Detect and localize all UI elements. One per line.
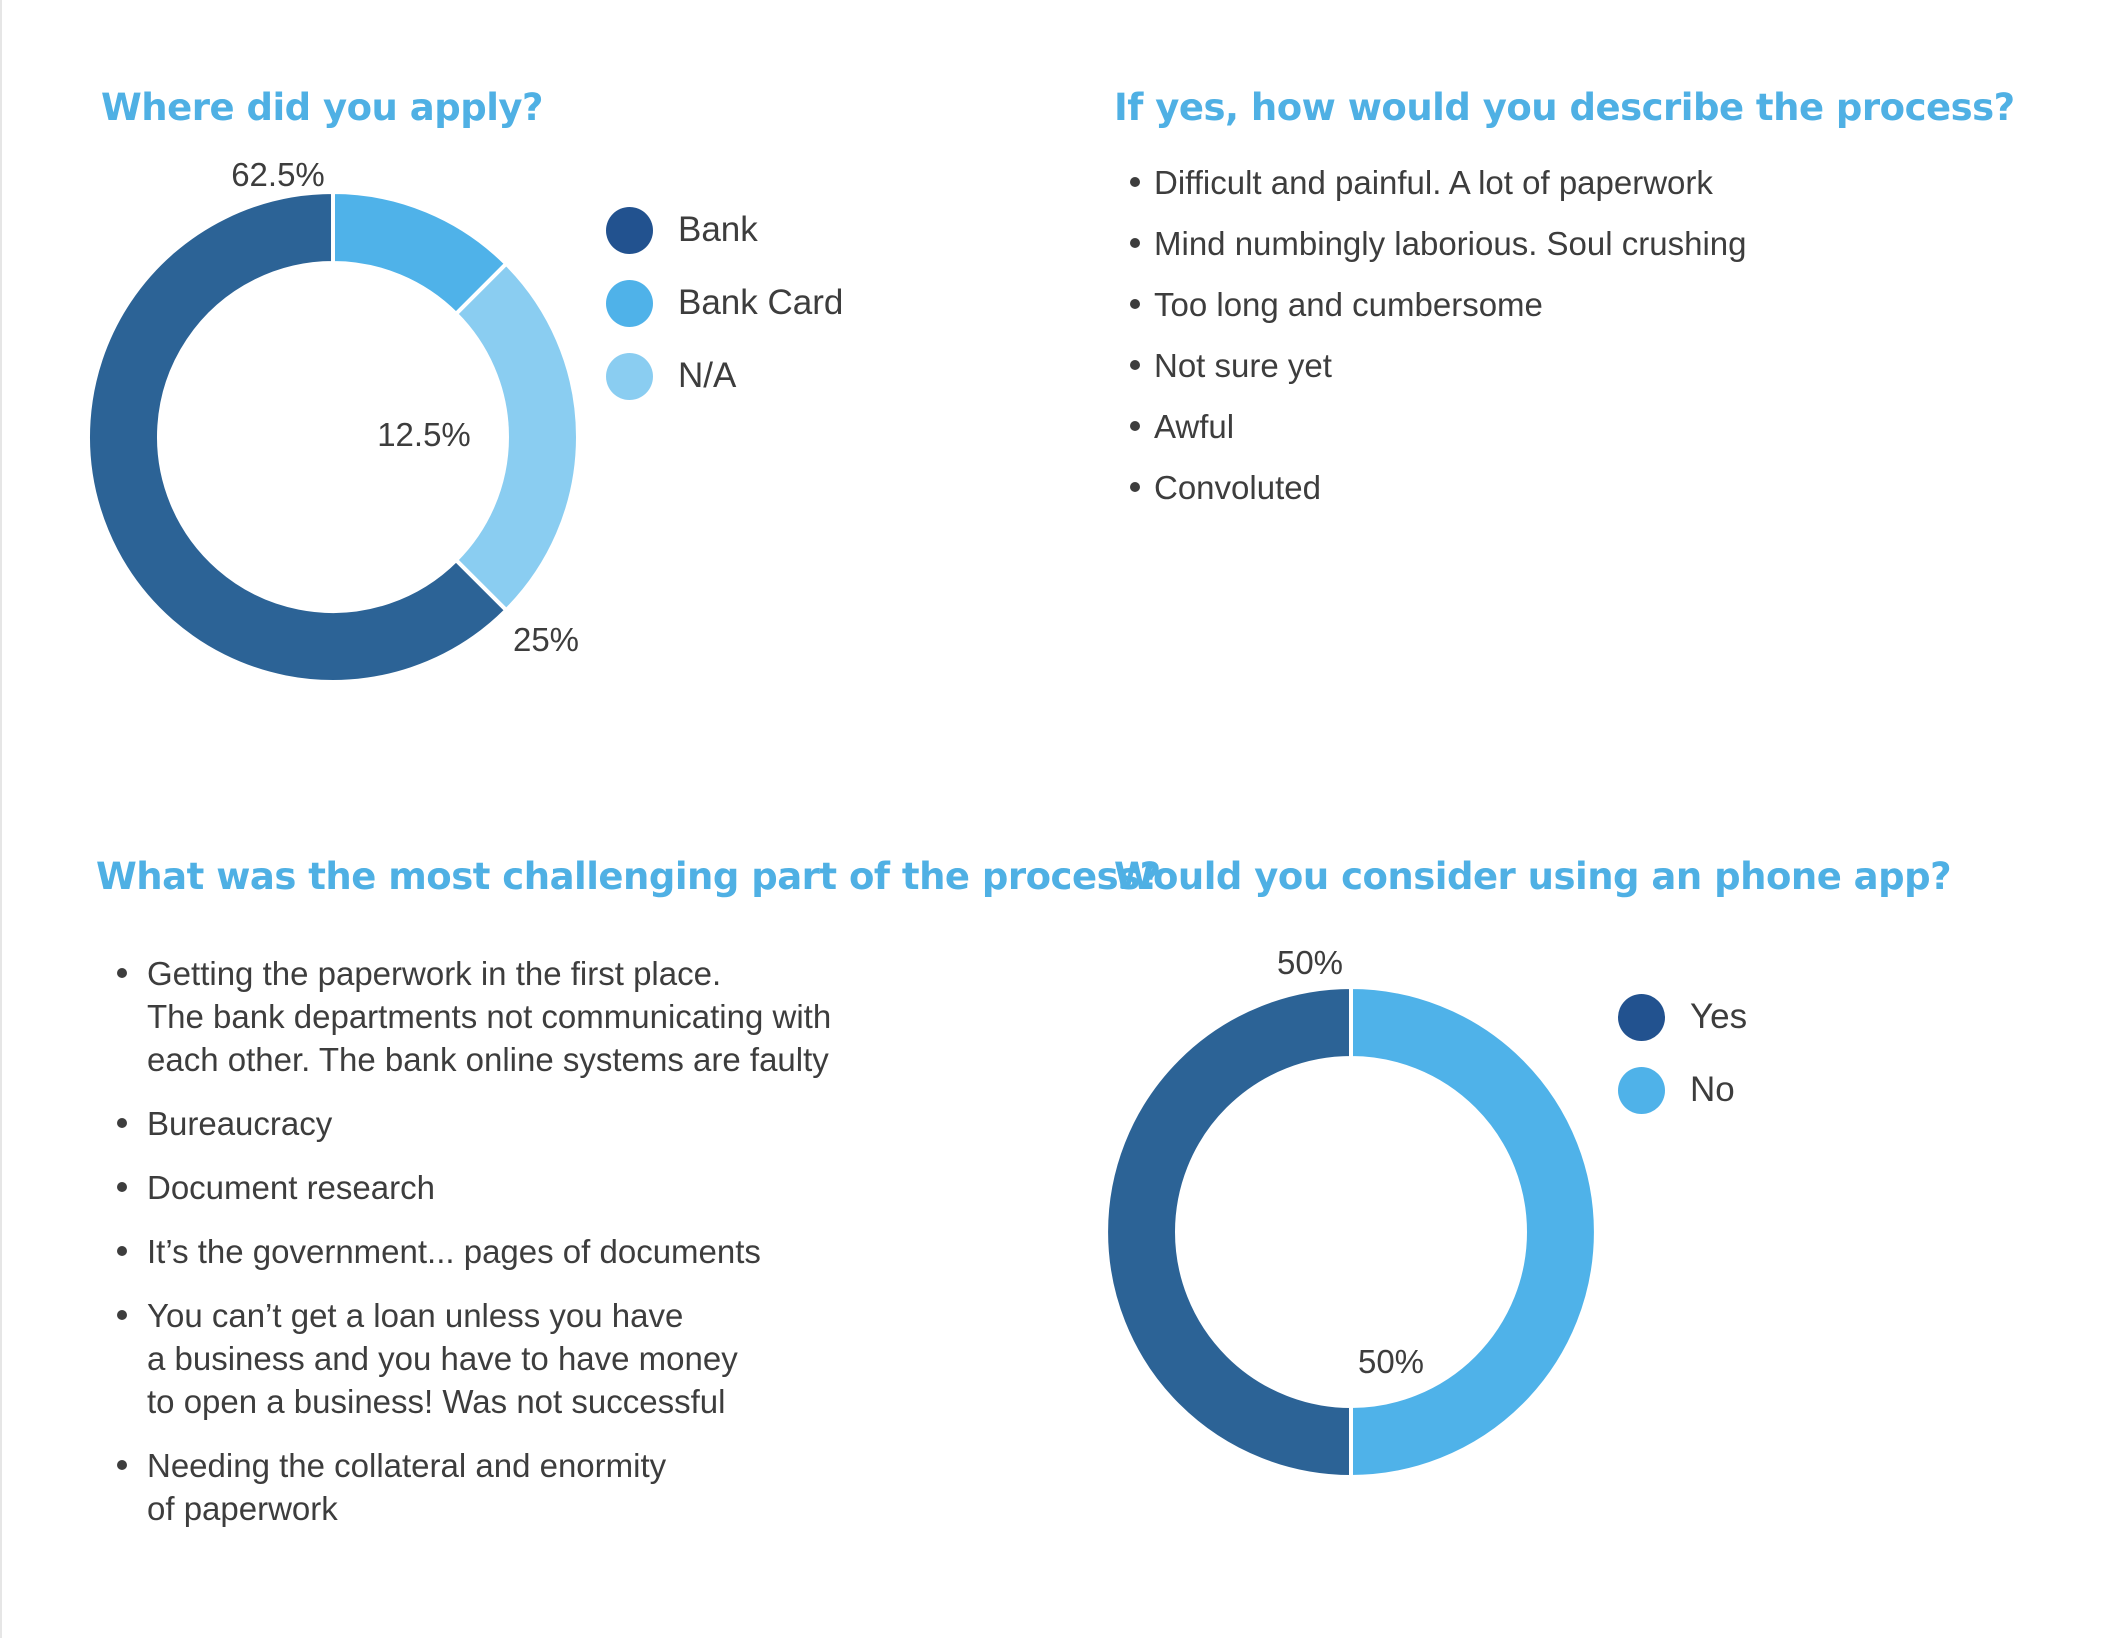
legend-label-yes: Yes xyxy=(1690,997,1748,1036)
process-item: Difficult and painful. A lot of paperwor… xyxy=(1130,160,1747,221)
legend-apply: Bank Bank Card N/A xyxy=(606,206,843,425)
challenge-item-line: of paperwork xyxy=(147,1490,338,1527)
donut-chart-apply: 62.5% 12.5% 25% xyxy=(86,156,580,684)
process-item: Mind numbingly laborious. Soul crushing xyxy=(1130,221,1747,282)
donut-chart-phone-app: 50% 50% xyxy=(1104,944,1598,1480)
data-label-n-a: 25% xyxy=(513,621,579,658)
legend-swatch-bank-card xyxy=(606,279,653,327)
challenge-item: Needing the collateral and enormity of pa… xyxy=(116,1444,831,1530)
legend-label-no: No xyxy=(1690,1070,1735,1109)
legend-swatch-bank xyxy=(606,206,653,254)
legend-item-bank-card: Bank Card xyxy=(606,279,843,327)
process-item: Convoluted xyxy=(1130,465,1747,526)
data-label-yes: 50% xyxy=(1277,944,1343,981)
challenge-item-line: each other. The bank online systems are … xyxy=(147,1041,829,1078)
q3-title: What was the most challenging part of th… xyxy=(96,855,1161,898)
legend-swatch-no xyxy=(1618,1066,1665,1114)
slice-bank xyxy=(86,189,510,684)
legend-label-n-a: N/A xyxy=(678,356,737,395)
q4-title: Would you consider using an phone app? xyxy=(1114,855,1952,898)
challenge-item-line: a business and you have to have money xyxy=(147,1340,738,1377)
challenge-item-line: to open a business! Was not successful xyxy=(147,1383,726,1420)
legend-label-bank: Bank xyxy=(678,210,758,249)
process-item: Too long and cumbersome xyxy=(1130,282,1747,343)
legend-label-bank-card: Bank Card xyxy=(678,283,844,322)
challenge-item-line: The bank departments not communicating w… xyxy=(147,998,832,1035)
slice-yes xyxy=(1104,984,1353,1480)
challenge-item: Bureaucracy xyxy=(116,1102,831,1145)
challenge-item-line: Getting the paperwork in the first place… xyxy=(147,955,722,992)
legend-item-yes: Yes xyxy=(1618,993,1747,1041)
legend-swatch-n-a xyxy=(606,352,653,400)
legend-phone-app: Yes No xyxy=(1618,993,1747,1139)
legend-swatch-yes xyxy=(1618,993,1665,1041)
process-item: Awful xyxy=(1130,404,1747,465)
slice-no xyxy=(1349,984,1598,1480)
process-item: Not sure yet xyxy=(1130,343,1747,404)
challenge-item: Getting the paperwork in the first place… xyxy=(116,952,832,1081)
data-label-no: 50% xyxy=(1358,1343,1424,1380)
legend-item-no: No xyxy=(1618,1066,1747,1114)
challenge-list: Getting the paperwork in the first place… xyxy=(116,952,832,1551)
legend-item-bank: Bank xyxy=(606,206,843,254)
challenge-item: You can’t get a loan unless you have a bu… xyxy=(116,1294,831,1423)
slice-n-a xyxy=(453,260,580,614)
process-description-list: Difficult and painful. A lot of paperwor… xyxy=(1130,160,1747,526)
challenge-item-line: Needing the collateral and enormity xyxy=(147,1447,667,1484)
challenge-item: Document research xyxy=(116,1166,831,1209)
challenge-item-line: Bureaucracy xyxy=(147,1105,333,1142)
data-label-bank-card: 12.5% xyxy=(377,416,471,453)
data-label-bank: 62.5% xyxy=(231,156,325,193)
q1-title: Where did you apply? xyxy=(101,86,543,129)
challenge-item-line: Document research xyxy=(147,1169,435,1206)
challenge-item-line: It’s the government... pages of document… xyxy=(147,1233,761,1270)
legend-item-n-a: N/A xyxy=(606,352,843,400)
q2-title: If yes, how would you describe the proce… xyxy=(1114,86,2015,129)
challenge-item: It’s the government... pages of document… xyxy=(116,1230,831,1273)
challenge-item-line: You can’t get a loan unless you have xyxy=(147,1297,684,1334)
